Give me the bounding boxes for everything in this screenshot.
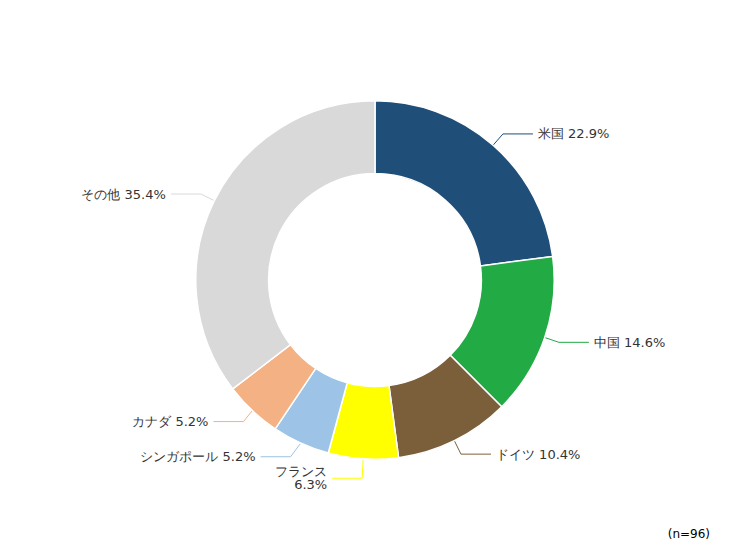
svg-text:(n=96): (n=96) xyxy=(668,527,710,541)
svg-text:ドイツ 10.4%: ドイツ 10.4% xyxy=(496,447,580,462)
svg-text:その他 35.4%: その他 35.4% xyxy=(81,187,165,202)
svg-text:シンガポール 5.2%: シンガポール 5.2% xyxy=(140,449,255,464)
svg-text:中国 14.6%: 中国 14.6% xyxy=(594,335,665,350)
svg-text:米国 22.9%: 米国 22.9% xyxy=(538,126,609,141)
svg-text:カナダ 5.2%: カナダ 5.2% xyxy=(132,414,208,429)
svg-text:6.3%: 6.3% xyxy=(294,477,327,492)
svg-text:フランス: フランス xyxy=(275,464,328,480)
